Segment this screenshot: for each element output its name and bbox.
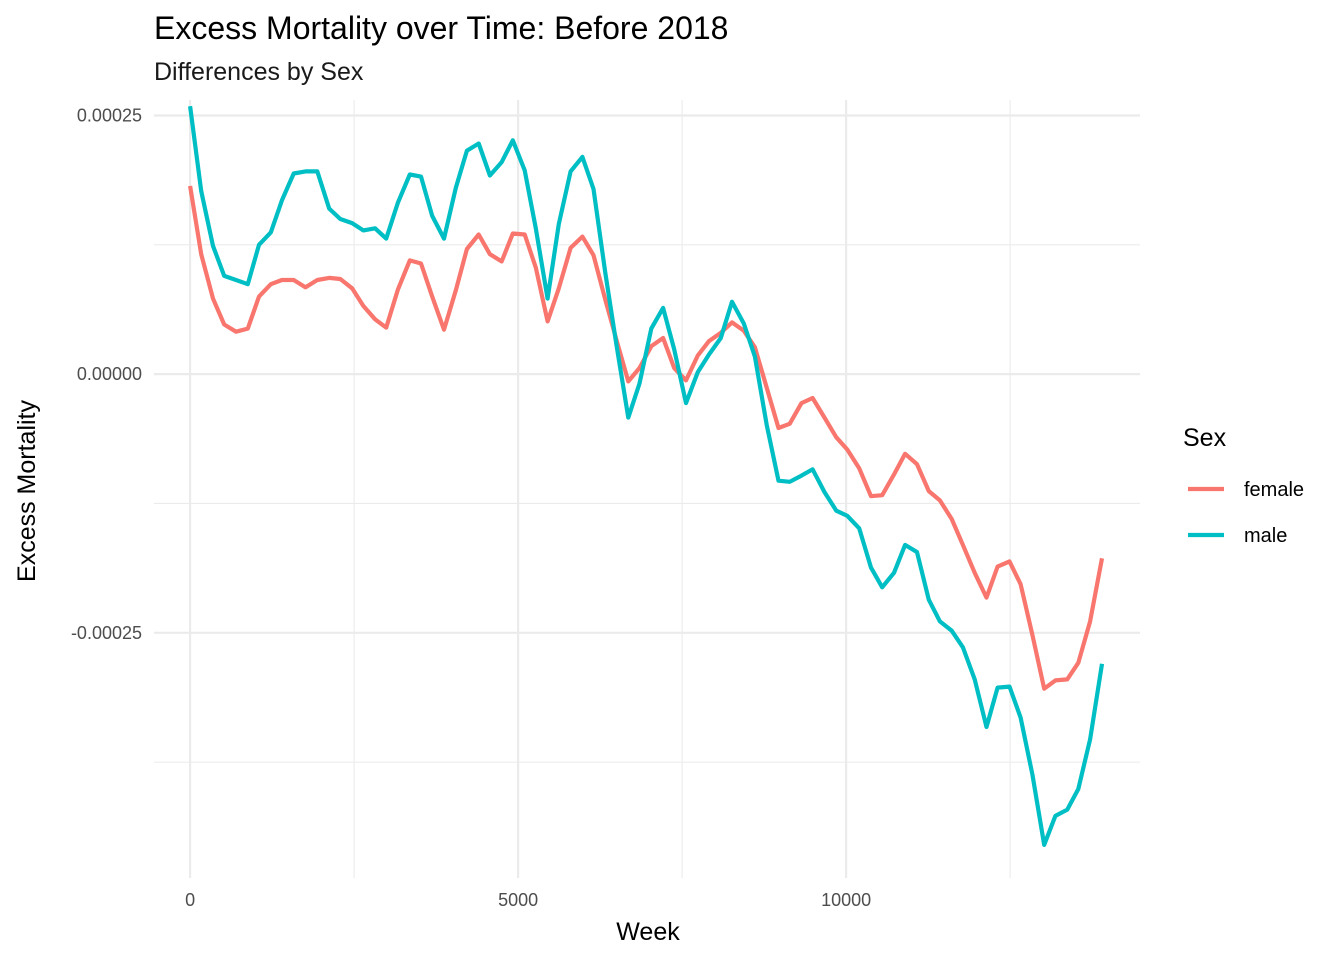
legend: Sex female male bbox=[1183, 424, 1304, 547]
x-tick-labels: 0 5000 10000 bbox=[185, 890, 871, 910]
chart-subtitle: Differences by Sex bbox=[154, 58, 364, 86]
legend-label-female: female bbox=[1244, 479, 1304, 501]
major-gridlines bbox=[154, 100, 1140, 878]
y-tick-label: 0.00025 bbox=[77, 106, 142, 126]
series-line-female bbox=[188, 185, 1105, 691]
legend-title: Sex bbox=[1183, 424, 1227, 452]
y-tick-label: -0.00025 bbox=[71, 623, 142, 643]
x-tick-label: 5000 bbox=[498, 890, 538, 910]
series-lines bbox=[188, 105, 1105, 847]
y-tick-label: 0.00000 bbox=[77, 364, 142, 384]
chart-title: Excess Mortality over Time: Before 2018 bbox=[154, 10, 729, 46]
x-axis-title: Week bbox=[616, 918, 680, 946]
x-tick-label: 10000 bbox=[821, 890, 871, 910]
legend-items: female male bbox=[1188, 479, 1304, 547]
y-tick-labels: 0.00025 0.00000 -0.00025 bbox=[71, 106, 142, 643]
legend-label-male: male bbox=[1244, 525, 1287, 547]
x-tick-label: 0 bbox=[185, 890, 195, 910]
series-line-male bbox=[188, 105, 1105, 847]
minor-gridlines bbox=[154, 100, 1140, 878]
y-axis-title: Excess Mortality bbox=[13, 400, 41, 582]
